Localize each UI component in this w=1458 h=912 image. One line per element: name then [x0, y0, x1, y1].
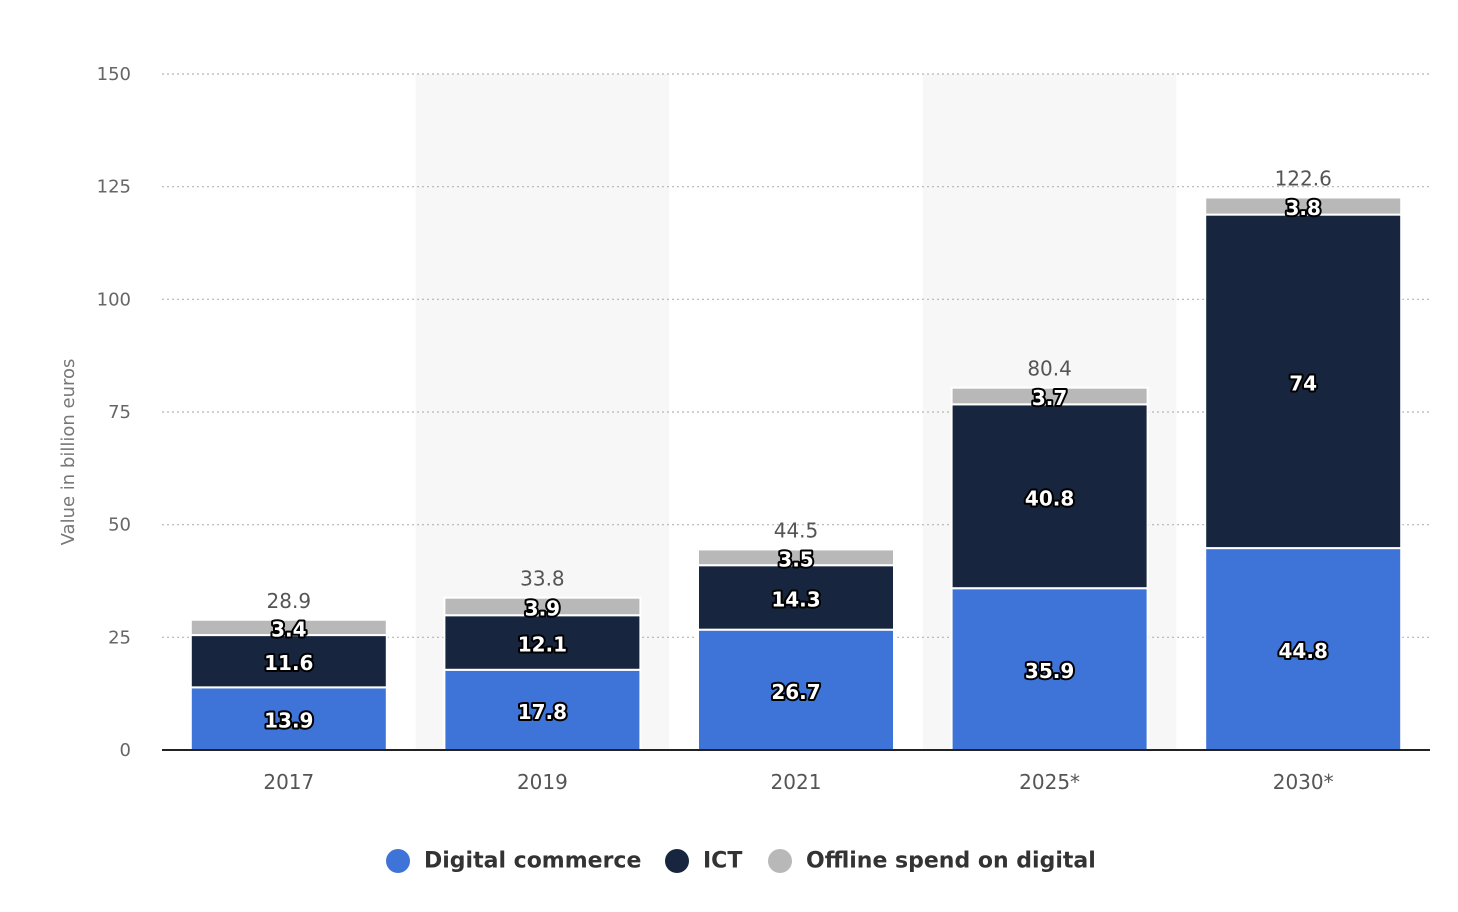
- legend-label: Digital commerce: [424, 849, 641, 874]
- data-label: 26.7: [771, 680, 820, 704]
- total-label: 80.4: [1027, 357, 1072, 381]
- legend-marker: [386, 849, 410, 873]
- y-tick-label: 150: [97, 64, 131, 85]
- y-tick-label: 50: [108, 515, 131, 536]
- x-axis-ticks: 2017 2019 2021 2025* 2030*: [263, 770, 1333, 794]
- bar-segment[interactable]: [1204, 213, 1403, 550]
- bar-segment[interactable]: [697, 628, 895, 751]
- x-tick-label: 2021: [771, 770, 822, 794]
- total-label: 33.8: [520, 567, 565, 591]
- data-label: 3.9: [525, 596, 560, 620]
- bar-segment[interactable]: [950, 403, 1149, 590]
- bar-segment[interactable]: [950, 386, 1149, 406]
- y-axis-ticks: 0 25 50 75 100 125 150: [97, 64, 131, 761]
- data-label: 11.6: [264, 651, 313, 675]
- bar-segment[interactable]: [443, 596, 642, 617]
- data-label: 3.4: [271, 617, 306, 641]
- total-label: 44.5: [774, 518, 819, 542]
- bar-segment[interactable]: [697, 548, 895, 567]
- data-label: 3.7: [1032, 386, 1067, 410]
- y-tick-label: 75: [108, 402, 131, 423]
- legend-item[interactable]: Digital commerce: [386, 849, 641, 874]
- data-label: 3.5: [778, 547, 813, 571]
- bar-segment[interactable]: [443, 614, 642, 671]
- y-tick-label: 100: [97, 289, 131, 310]
- data-label: 17.8: [518, 700, 567, 724]
- data-label: 12.1: [518, 633, 567, 657]
- bar-segment[interactable]: [697, 564, 895, 631]
- legend-item[interactable]: ICT: [665, 849, 742, 874]
- y-tick-label: 25: [108, 627, 131, 648]
- bars: 13.9 11.6 3.4 28.9 17.8 12.1 3.9 33.8 26.7 14.3 3.…: [189, 166, 1403, 752]
- y-tick-label: 125: [97, 177, 131, 198]
- legend-item[interactable]: Offline spend on digital: [768, 849, 1096, 874]
- data-label: 3.8: [1285, 196, 1320, 220]
- bar-segment[interactable]: [1204, 196, 1403, 216]
- bar-segment[interactable]: [1204, 547, 1403, 751]
- data-label: 40.8: [1025, 486, 1074, 510]
- x-tick-label: 2017: [263, 770, 314, 794]
- x-tick-label: 2030*: [1273, 770, 1334, 794]
- legend-label: Offline spend on digital: [806, 849, 1096, 874]
- data-label: 74: [1289, 371, 1317, 395]
- data-label: 13.9: [264, 709, 313, 733]
- y-tick-label: 0: [120, 740, 131, 761]
- data-label: 35.9: [1025, 659, 1074, 683]
- x-tick-label: 2025*: [1019, 770, 1080, 794]
- total-label: 122.6: [1275, 166, 1332, 190]
- bar-segment[interactable]: [950, 587, 1149, 752]
- x-tick-label: 2019: [517, 770, 568, 794]
- data-label: 44.8: [1279, 639, 1328, 663]
- bar-segment[interactable]: [443, 668, 642, 751]
- legend-marker: [768, 849, 792, 873]
- bar-segment[interactable]: [189, 618, 388, 637]
- legend: Digital commerce ICT Offline spend on digi…: [386, 849, 1096, 874]
- legend-label: ICT: [703, 849, 742, 874]
- data-label: 14.3: [771, 587, 820, 611]
- y-axis-title: Value in billion euros: [58, 359, 79, 546]
- legend-marker: [665, 849, 689, 873]
- total-label: 28.9: [267, 589, 312, 613]
